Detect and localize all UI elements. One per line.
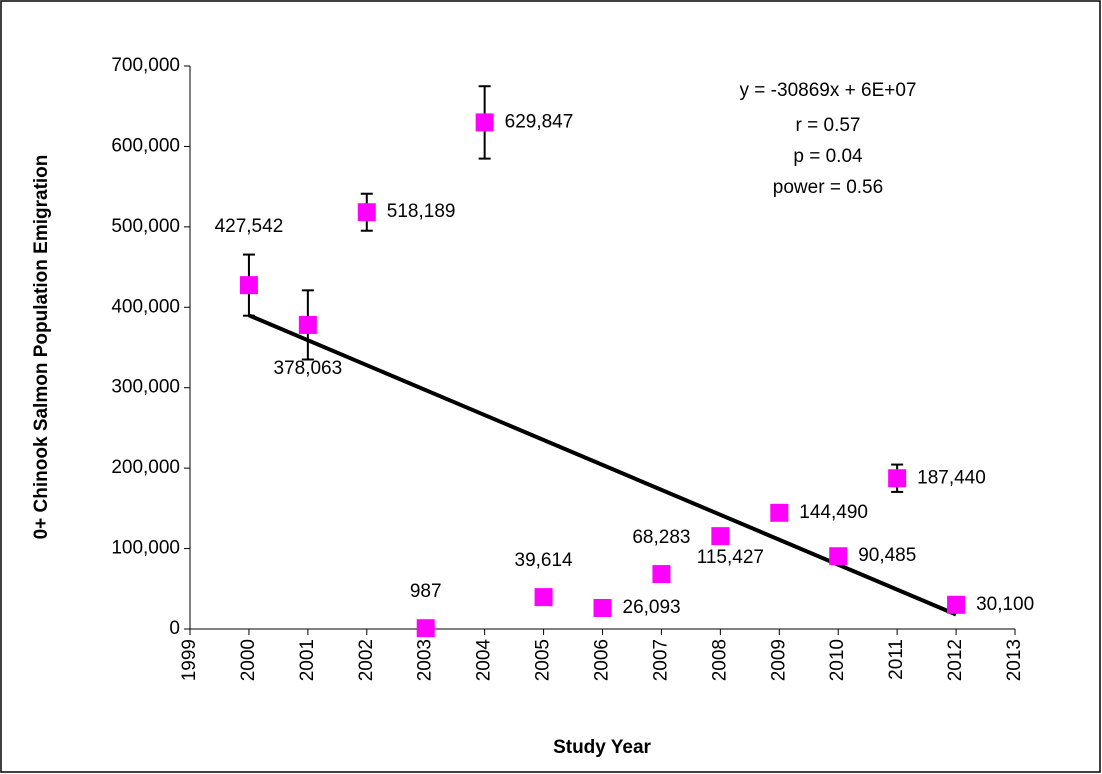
- x-tick-label: 2002: [356, 639, 377, 681]
- x-tick-label: 2004: [474, 639, 495, 682]
- y-tick-label: 500,000: [111, 216, 180, 237]
- marker: [357, 203, 376, 222]
- marker: [475, 113, 494, 132]
- marker: [593, 599, 612, 618]
- x-tick-label: 2000: [238, 639, 259, 681]
- marker: [829, 547, 848, 566]
- x-tick-label: 2008: [709, 639, 730, 681]
- annotation: power = 0.56: [773, 177, 883, 198]
- marker: [652, 565, 671, 584]
- data-label: 518,189: [387, 201, 456, 222]
- annotation: p = 0.04: [793, 146, 863, 167]
- y-tick-label: 200,000: [111, 457, 180, 478]
- x-tick-label: 1999: [179, 639, 200, 681]
- y-tick-label: 600,000: [111, 135, 180, 156]
- data-label: 115,427: [697, 547, 764, 568]
- x-tick-label: 2003: [415, 639, 436, 681]
- marker: [239, 276, 258, 295]
- x-tick-label: 2010: [827, 639, 848, 681]
- x-tick-label: 2009: [768, 639, 789, 681]
- y-tick-label: 0: [169, 618, 180, 639]
- data-label: 68,283: [632, 527, 690, 548]
- marker: [711, 527, 730, 546]
- y-axis-title: 0+ Chinook Salmon Population Emigration: [31, 155, 52, 540]
- x-tick-label: 2011: [886, 639, 907, 680]
- data-label: 90,485: [858, 545, 916, 566]
- x-tick-label: 2007: [650, 639, 671, 681]
- marker: [416, 619, 435, 638]
- x-tick-label: 2013: [1004, 639, 1025, 681]
- x-tick-label: 2012: [945, 639, 966, 681]
- data-label: 427,542: [215, 216, 284, 237]
- marker: [770, 503, 789, 522]
- data-label: 144,490: [799, 502, 868, 523]
- x-tick-label: 2006: [592, 639, 613, 681]
- y-tick-label: 400,000: [111, 296, 180, 317]
- x-axis-title: Study Year: [553, 737, 651, 758]
- data-label: 187,440: [917, 467, 986, 488]
- y-tick-label: 100,000: [111, 538, 180, 559]
- annotation: r = 0.57: [796, 115, 861, 136]
- data-label: 629,847: [505, 111, 574, 132]
- data-label: 987: [410, 581, 442, 602]
- marker: [534, 588, 553, 607]
- x-tick-label: 2001: [297, 639, 318, 681]
- y-tick-label: 700,000: [111, 55, 180, 76]
- y-tick-label: 300,000: [111, 377, 180, 398]
- marker: [298, 315, 317, 334]
- data-label: 378,063: [274, 358, 343, 379]
- marker: [888, 469, 907, 488]
- data-label: 26,093: [623, 597, 681, 618]
- data-label: 30,100: [976, 594, 1034, 615]
- annotation: y = -30869x + 6E+07: [740, 80, 917, 101]
- marker: [947, 595, 966, 614]
- x-tick-label: 2005: [533, 639, 554, 681]
- data-label: 39,614: [515, 550, 574, 571]
